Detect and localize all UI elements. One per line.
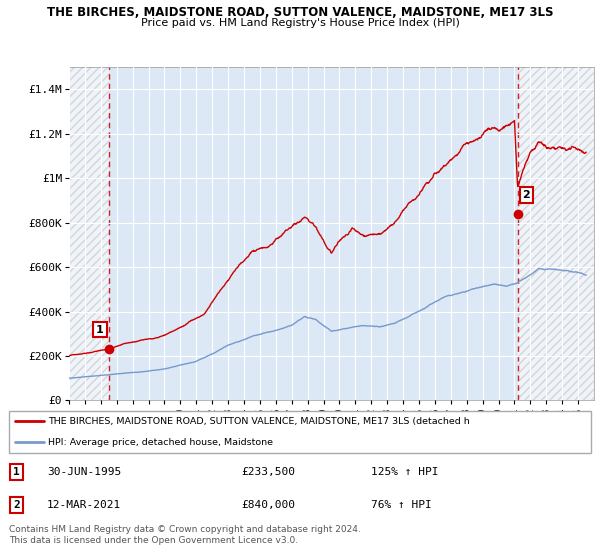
Text: Contains HM Land Registry data © Crown copyright and database right 2024.
This d: Contains HM Land Registry data © Crown c…	[9, 525, 361, 545]
Text: 1: 1	[13, 467, 20, 477]
Text: 125% ↑ HPI: 125% ↑ HPI	[371, 467, 438, 477]
Text: 76% ↑ HPI: 76% ↑ HPI	[371, 500, 431, 510]
Text: 1: 1	[96, 325, 104, 334]
Text: 30-JUN-1995: 30-JUN-1995	[47, 467, 121, 477]
Text: 12-MAR-2021: 12-MAR-2021	[47, 500, 121, 510]
Bar	[69, 67, 109, 400]
Bar	[518, 67, 594, 400]
Text: Price paid vs. HM Land Registry's House Price Index (HPI): Price paid vs. HM Land Registry's House …	[140, 18, 460, 28]
Text: 2: 2	[13, 500, 20, 510]
Text: HPI: Average price, detached house, Maidstone: HPI: Average price, detached house, Maid…	[49, 438, 274, 447]
Text: 2: 2	[523, 190, 530, 200]
Text: THE BIRCHES, MAIDSTONE ROAD, SUTTON VALENCE, MAIDSTONE, ME17 3LS (detached h: THE BIRCHES, MAIDSTONE ROAD, SUTTON VALE…	[49, 417, 470, 426]
Text: £840,000: £840,000	[241, 500, 295, 510]
FancyBboxPatch shape	[9, 410, 591, 453]
Text: £233,500: £233,500	[241, 467, 295, 477]
Text: THE BIRCHES, MAIDSTONE ROAD, SUTTON VALENCE, MAIDSTONE, ME17 3LS: THE BIRCHES, MAIDSTONE ROAD, SUTTON VALE…	[47, 6, 553, 18]
